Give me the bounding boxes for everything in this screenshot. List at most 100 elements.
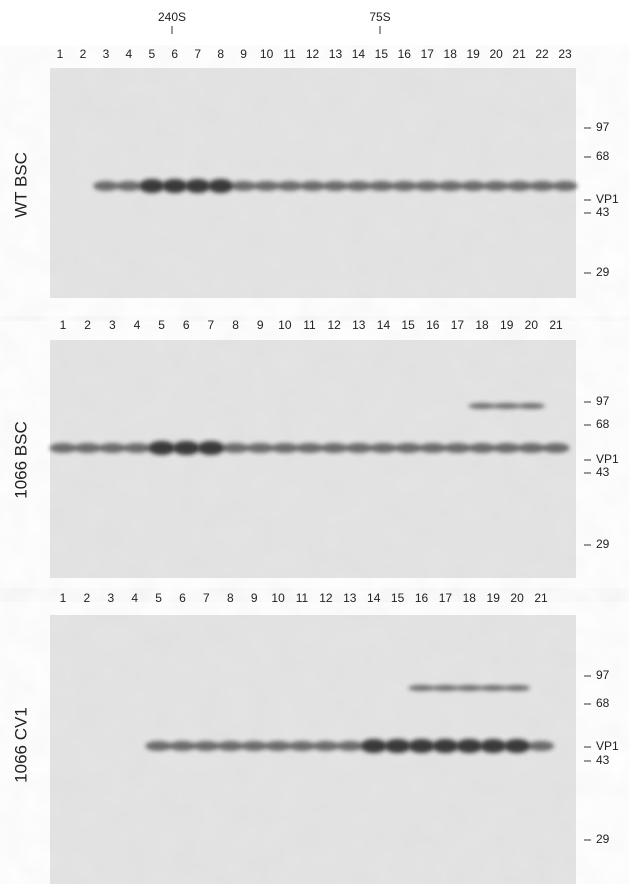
lane-number: 10 [260,47,274,61]
lane-number: 8 [227,591,234,605]
band [384,739,411,753]
lane-number: 16 [398,47,412,61]
size-marker: VP1 [596,452,619,466]
lane-number: 21 [534,591,548,605]
band [162,179,188,193]
lane-number: 13 [352,318,366,332]
band [312,741,340,751]
lane-number: 17 [439,591,453,605]
band [49,443,77,453]
size-marker: 97 [596,120,610,134]
band [493,443,521,453]
lane-number: 17 [421,47,435,61]
lane-number: 11 [296,591,309,605]
band [456,739,483,753]
lane-number: 20 [510,591,524,605]
panel-label: 1066 CV1 [11,707,30,783]
band [197,441,225,455]
band [217,741,244,751]
lane-number: 3 [103,47,110,61]
lane-number: 16 [426,318,440,332]
lane-number: 4 [126,47,133,61]
band [408,739,435,753]
band [288,741,316,751]
lane-number: 8 [232,318,239,332]
band [345,443,373,453]
band [185,179,211,193]
upper-band [517,403,545,409]
lane-number: 7 [194,47,201,61]
size-marker: 97 [596,394,610,408]
band [221,443,250,453]
band [368,181,394,191]
band [360,739,387,753]
size-marker: VP1 [596,739,619,753]
lane-number: 21 [512,47,526,61]
size-marker: 43 [596,753,610,767]
band [437,181,463,191]
sedimentation-marker: 240S [158,10,186,24]
lane-number: 13 [329,47,343,61]
band [193,741,220,751]
lane-number: 4 [131,591,138,605]
band [468,443,496,453]
lane-number: 15 [375,47,389,61]
lane-number: 12 [319,591,333,605]
band [414,181,440,191]
size-marker: 97 [596,668,610,682]
lane-number: 19 [500,318,514,332]
band [483,181,509,191]
band [169,741,196,751]
band [295,443,324,453]
lane-number: 20 [489,47,503,61]
band [299,181,326,191]
lane-number: 12 [327,318,341,332]
gel-grain [50,340,576,578]
size-marker: 29 [596,832,610,846]
lane-number: 20 [525,318,539,332]
lane-number: 5 [158,318,165,332]
band [480,739,507,753]
lane-number: 11 [283,47,296,61]
band [123,443,151,453]
band [276,181,303,191]
band [139,179,165,193]
band [231,181,257,191]
size-marker: 29 [596,265,610,279]
lane-number: 3 [107,591,114,605]
band [529,181,555,191]
lane-number: 14 [352,47,366,61]
band [98,443,126,453]
lane-number: 7 [203,591,210,605]
panel-label: WT BSC [11,152,30,218]
band [336,741,363,751]
band [419,443,447,453]
band [552,181,578,191]
band [443,443,471,453]
lane-number: 18 [463,591,477,605]
lane-number: 5 [155,591,162,605]
lane-number: 14 [367,591,381,605]
band [74,443,102,453]
band [172,441,200,455]
band [264,741,292,751]
lane-number: 6 [171,47,178,61]
band [322,181,349,191]
lane-number: 2 [84,591,91,605]
size-marker: 43 [596,205,610,219]
band [116,181,142,191]
lane-number: 13 [343,591,357,605]
lane-number: 2 [80,47,87,61]
lane-number: 9 [251,591,258,605]
lane-number: 23 [558,47,572,61]
lane-number: 15 [401,318,415,332]
band [246,443,274,453]
lane-number: 12 [306,47,320,61]
band [345,181,372,191]
lane-number: 10 [271,591,285,605]
lane-number: 14 [377,318,391,332]
size-marker: 68 [596,149,610,163]
lane-number: 6 [183,318,190,332]
band [517,443,545,453]
lane-number: 4 [134,318,141,332]
